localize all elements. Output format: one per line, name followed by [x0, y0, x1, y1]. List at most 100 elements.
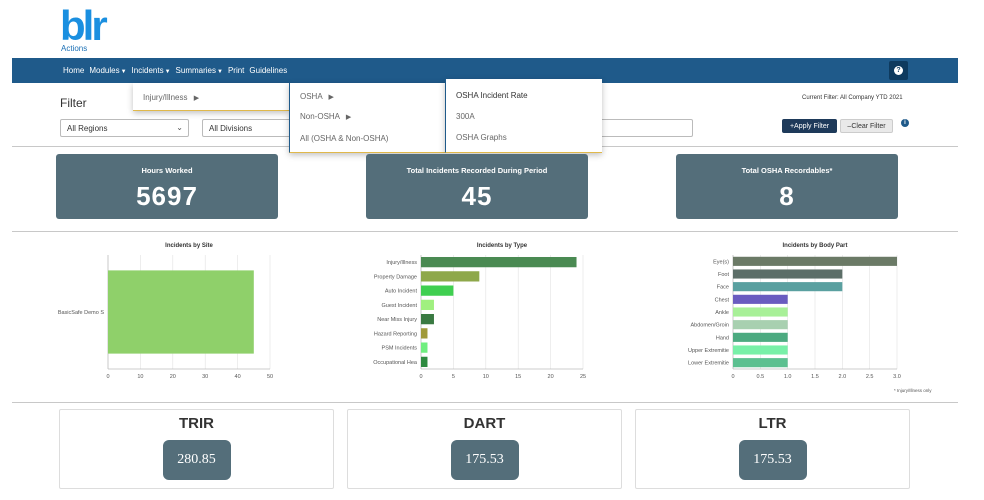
x-tick-label: 1.5	[811, 374, 819, 380]
bar	[733, 294, 788, 304]
caret-down-icon: ▼	[164, 69, 171, 75]
divider-bottom	[12, 402, 958, 403]
chart-title-body-part: Incidents by Body Part	[782, 243, 848, 249]
rate-title: DART	[463, 415, 506, 432]
info-circle-icon[interactable]: i	[901, 119, 909, 127]
logo-text-svg: blr	[60, 6, 107, 46]
rate-card-ltr: LTR 175.53	[635, 409, 910, 489]
category-label: Ankle	[715, 310, 729, 316]
chart-title-site: Incidents by Site	[165, 243, 213, 249]
bar	[733, 269, 843, 279]
nav-item-label: Modules	[89, 66, 120, 75]
current-filter-label: Current Filter: All Company YTD 2021	[802, 95, 903, 101]
stat-value: 5697	[136, 181, 198, 211]
chevron-down-icon: ⌄	[176, 123, 183, 132]
x-tick-label: 20	[548, 374, 554, 380]
apply-filter-button[interactable]: + Apply Filter	[782, 119, 837, 133]
bar	[733, 345, 788, 355]
x-tick-label: 10	[483, 374, 489, 380]
menu-item-injury-illness[interactable]: Injury/Illness ▶	[143, 93, 199, 102]
category-label: Chest	[715, 297, 730, 303]
category-label: Auto Incident	[385, 289, 418, 295]
nav-item-label: Home	[63, 66, 85, 75]
bar	[421, 271, 480, 282]
x-tick-label: 25	[580, 374, 586, 380]
filter-title: Filter	[60, 96, 87, 110]
category-label: Abdomen/Groin	[690, 323, 729, 329]
x-tick-label: 5	[452, 374, 455, 380]
category-label: Hand	[716, 335, 729, 341]
regions-select[interactable]: All Regions ⌄	[60, 119, 189, 137]
x-tick-label: 50	[267, 374, 273, 380]
bar	[733, 307, 788, 317]
clear-filter-label: Clear Filter	[851, 122, 886, 130]
x-tick-label: 20	[170, 374, 176, 380]
menu-item-osha-incident-rate[interactable]: OSHA Incident Rate	[456, 91, 528, 100]
bar	[733, 332, 788, 342]
nav-item-print[interactable]: Print	[228, 66, 244, 75]
x-tick-label: 15	[515, 374, 521, 380]
caret-down-icon: ▼	[216, 69, 223, 75]
rate-value: 280.85	[162, 440, 231, 480]
bar	[421, 256, 577, 268]
injury-illness-submenu: OSHA ▶ Non-OSHA ▶ All (OSHA & Non-OSHA)	[289, 83, 445, 153]
clear-filter-button[interactable]: – Clear Filter	[840, 119, 893, 133]
menu-item-non-osha[interactable]: Non-OSHA ▶	[300, 112, 351, 121]
bar	[108, 270, 254, 354]
help-button[interactable]: ?	[889, 61, 908, 80]
x-tick-label: 10	[137, 374, 143, 380]
stat-card-hours-worked: Hours Worked 5697	[56, 154, 278, 219]
menu-item-label: Injury/Illness	[143, 93, 188, 102]
category-label: Hazard Reporting	[374, 331, 417, 337]
rate-title: LTR	[758, 415, 787, 432]
category-label: Guest Incident	[382, 303, 418, 309]
plus-icon: +	[789, 122, 795, 130]
logo-subtitle: Actions	[61, 44, 88, 53]
x-tick-label: 0	[106, 374, 109, 380]
chevron-right-icon: ▶	[193, 95, 200, 102]
caret-down-icon: ▼	[120, 69, 127, 75]
nav-menu: Home Modules▼ Incidents▼ Summaries▼ Print Gui…	[63, 58, 287, 83]
bar	[733, 282, 843, 292]
chevron-right-icon: ▶	[328, 94, 334, 101]
rate-value: 175.53	[450, 440, 519, 480]
x-tick-label: 40	[235, 374, 241, 380]
question-circle-icon: ?	[894, 66, 903, 75]
rate-title: TRIR	[179, 415, 214, 432]
x-tick-label: 2.5	[866, 374, 874, 380]
x-tick-label: 0.5	[757, 374, 765, 380]
divisions-select[interactable]: All Divisions	[202, 119, 292, 137]
chart-title-type: Incidents by Type	[476, 243, 528, 249]
category-label: Lower Extremitie	[688, 361, 729, 367]
menu-item-osha-graphs[interactable]: OSHA Graphs	[456, 133, 507, 142]
category-label: Face	[717, 285, 729, 291]
menu-item-osha[interactable]: OSHA ▶	[300, 92, 334, 101]
nav-item-incidents[interactable]: Incidents▼	[132, 66, 171, 75]
nav-item-summaries[interactable]: Summaries▼	[176, 66, 223, 75]
category-label: Foot	[718, 272, 729, 278]
nav-item-label: Incidents	[131, 66, 164, 75]
stat-card-total-incidents: Total Incidents Recorded During Period 4…	[366, 154, 588, 219]
menu-item-label: Non-OSHA	[300, 112, 340, 121]
menu-item-300a[interactable]: 300A	[456, 112, 475, 121]
category-label: Near Miss Injury	[377, 317, 417, 323]
minus-icon: –	[847, 122, 852, 130]
nav-item-guidelines[interactable]: Guidelines	[249, 66, 287, 75]
x-tick-label: 2.0	[839, 374, 847, 380]
blr-logo[interactable]: blr	[60, 6, 130, 54]
regions-select-value: All Regions	[67, 124, 108, 133]
stat-label: Hours Worked	[141, 166, 193, 175]
nav-item-home[interactable]: Home	[63, 66, 84, 75]
x-tick-label: 0	[419, 374, 422, 380]
nav-item-modules[interactable]: Modules▼	[89, 66, 126, 75]
bar	[421, 342, 428, 353]
stat-card-osha-recordables: Total OSHA Recordables* 8	[676, 154, 898, 219]
nav-item-label: Summaries	[175, 66, 216, 75]
menu-item-all-osha[interactable]: All (OSHA & Non-OSHA)	[300, 134, 388, 143]
category-label: Injury/Illness	[386, 260, 417, 266]
x-tick-label: 0	[731, 374, 734, 380]
